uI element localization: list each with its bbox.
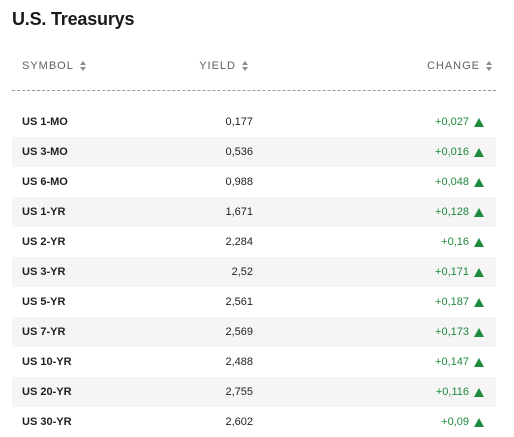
change-cell: +0,171 [435,257,484,287]
change-cell: +0,09 [441,407,484,437]
sort-by-symbol-header[interactable]: SYMBOL [22,60,86,72]
symbol-link[interactable]: US 30-YR [22,416,72,428]
symbol-link[interactable]: US 1-YR [22,206,66,218]
symbol-link[interactable]: US 2-YR [22,236,66,248]
table-row[interactable]: US 3-YR 2,52 +0,171 [12,257,496,287]
yield-value: 0,988 [225,176,253,188]
table-row[interactable]: US 20-YR 2,755 +0,116 [12,377,496,407]
change-value: +0,147 [435,356,469,368]
change-cell: +0,048 [435,167,484,197]
table-row[interactable]: US 30-YR 2,602 +0,09 [12,407,496,437]
change-cell: +0,187 [435,287,484,317]
sort-icon [79,61,86,71]
table-row[interactable]: US 5-YR 2,561 +0,187 [12,287,496,317]
change-column-label: CHANGE [426,60,480,72]
up-arrow-icon [474,327,484,337]
change-cell: +0,147 [435,347,484,377]
up-arrow-icon [474,357,484,367]
symbol-link[interactable]: US 5-YR [22,296,66,308]
up-arrow-icon [474,177,484,187]
change-value: +0,09 [441,416,469,428]
yield-value: 0,536 [225,146,253,158]
sort-by-change-header[interactable]: CHANGE [427,60,492,72]
yield-column-label: YIELD [199,60,236,72]
yield-value: 2,488 [225,356,253,368]
change-cell: +0,116 [436,377,484,407]
change-value: +0,016 [435,146,469,158]
change-value: +0,173 [435,326,469,338]
table-row[interactable]: US 2-YR 2,284 +0,16 [12,227,496,257]
yield-value: 1,671 [225,206,253,218]
symbol-column-label: SYMBOL [22,60,74,72]
yield-value: 2,602 [225,416,253,428]
table-row[interactable]: US 1-YR 1,671 +0,128 [12,197,496,227]
change-cell: +0,173 [435,317,484,347]
symbol-link[interactable]: US 6-MO [22,176,68,188]
yield-value: 2,561 [225,296,253,308]
change-cell: +0,16 [441,227,484,257]
change-value: +0,16 [441,236,469,248]
symbol-link[interactable]: US 10-YR [22,356,72,368]
up-arrow-icon [474,417,484,427]
table-row[interactable]: US 1-MO 0,177 +0,027 [12,107,496,137]
change-value: +0,027 [435,116,469,128]
change-value: +0,187 [435,296,469,308]
up-arrow-icon [474,117,484,127]
symbol-link[interactable]: US 20-YR [22,386,72,398]
treasurys-widget: U.S. Treasurys SYMBOL YIELD CHANGE US 1-… [12,0,496,437]
symbol-link[interactable]: US 3-YR [22,266,66,278]
up-arrow-icon [474,237,484,247]
yield-value: 2,284 [225,236,253,248]
up-arrow-icon [474,147,484,157]
change-cell: +0,027 [435,107,484,137]
symbol-link[interactable]: US 3-MO [22,146,68,158]
yield-value: 2,755 [225,386,253,398]
table-row[interactable]: US 6-MO 0,988 +0,048 [12,167,496,197]
change-value: +0,128 [435,206,469,218]
yield-value: 2,569 [225,326,253,338]
change-value: +0,171 [435,266,469,278]
symbol-link[interactable]: US 7-YR [22,326,66,338]
up-arrow-icon [474,297,484,307]
table-row[interactable]: US 7-YR 2,569 +0,173 [12,317,496,347]
change-cell: +0,128 [435,197,484,227]
table-row[interactable]: US 3-MO 0,536 +0,016 [12,137,496,167]
table-body: US 1-MO 0,177 +0,027 US 3-MO 0,536 +0,01… [12,107,496,437]
up-arrow-icon [474,387,484,397]
sort-icon [242,61,248,71]
yield-value: 0,177 [225,116,253,128]
symbol-link[interactable]: US 1-MO [22,116,68,128]
up-arrow-icon [474,267,484,277]
sort-icon [486,61,492,71]
yield-value: 2,52 [231,266,253,278]
page-title: U.S. Treasurys [12,9,135,29]
change-value: +0,048 [435,176,469,188]
up-arrow-icon [474,207,484,217]
sort-by-yield-header[interactable]: YIELD [199,60,248,72]
table-header: SYMBOL YIELD CHANGE [12,46,496,91]
change-cell: +0,016 [435,137,484,167]
change-value: +0,116 [435,386,469,398]
table-row[interactable]: US 10-YR 2,488 +0,147 [12,347,496,377]
